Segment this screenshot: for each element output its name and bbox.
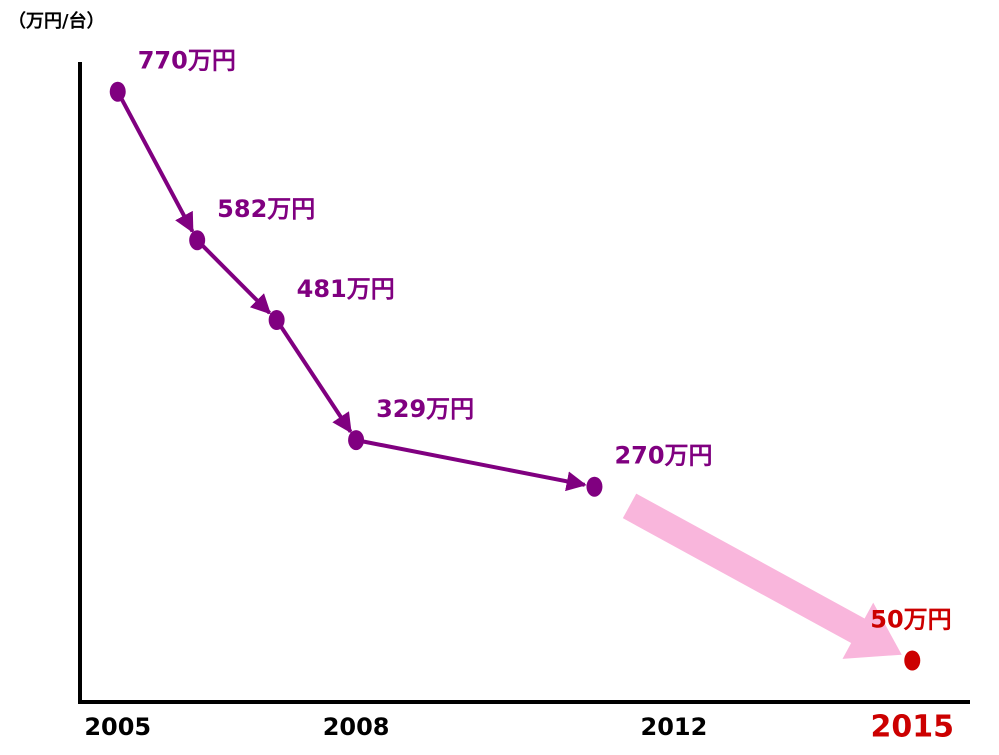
data-label: 770万円: [138, 47, 236, 75]
data-label: 582万円: [217, 195, 315, 223]
data-label: 50万円: [870, 606, 951, 634]
data-point: [904, 650, 921, 671]
y-axis-label: （万円/台）: [8, 10, 105, 32]
data-point: [348, 430, 365, 451]
trend-arrow: [278, 323, 353, 434]
x-tick-label: 2012: [641, 713, 708, 741]
x-tick-label: 2008: [323, 713, 390, 741]
x-tick-label: 2015: [871, 710, 955, 745]
trend-arrow: [361, 439, 587, 492]
data-point: [268, 310, 285, 331]
x-tick-label: 2005: [84, 713, 151, 741]
data-label: 329万円: [376, 395, 474, 423]
projection-arrow: [622, 493, 902, 659]
trend-arrow: [118, 96, 195, 234]
data-point: [189, 230, 206, 251]
trend-arrow: [199, 243, 271, 315]
data-label: 481万円: [297, 275, 395, 303]
data-label: 270万円: [614, 442, 712, 470]
data-point: [109, 81, 126, 102]
data-point: [586, 476, 603, 497]
